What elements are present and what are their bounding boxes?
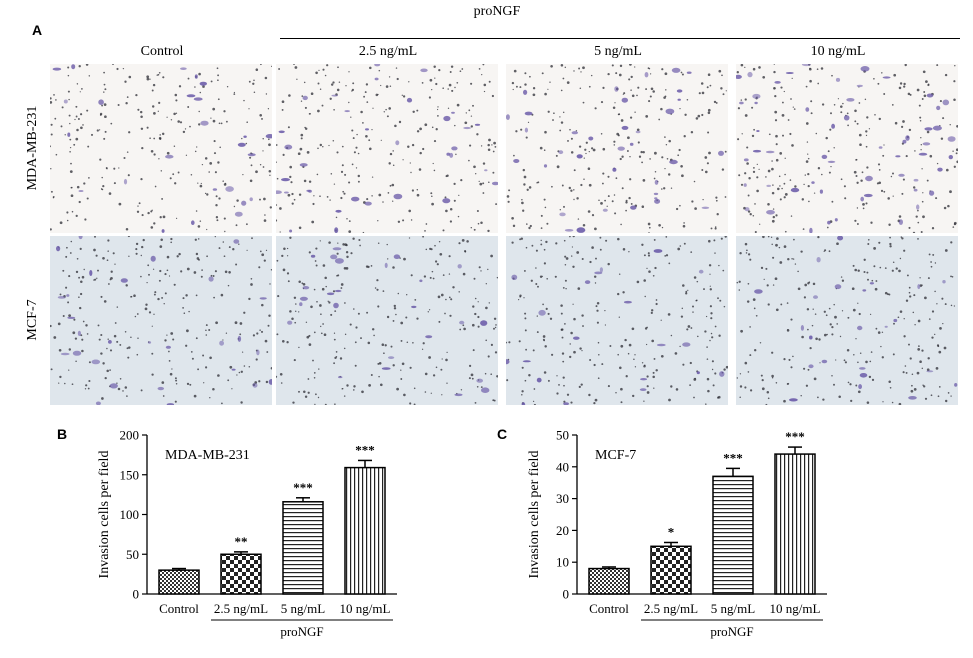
- panel-c-letter: C: [497, 426, 508, 442]
- category-label-3: 5 ng/mL: [711, 601, 755, 616]
- panel-a-letter: A: [32, 22, 43, 38]
- bar-2: [220, 553, 262, 595]
- micrograph-r2-c2: [276, 236, 498, 405]
- category-label-1: Control: [159, 601, 199, 616]
- chart-c: Invasion cells per field 0 10 20 30 40 50 MCF-7…: [527, 428, 827, 639]
- bar-3: [282, 501, 324, 595]
- y-axis-label: Invasion cells per field: [97, 451, 112, 579]
- significance-2: **: [235, 534, 248, 549]
- significance-3: ***: [723, 450, 743, 465]
- chart-title: MDA-MB-231: [165, 448, 250, 463]
- y-tick-label: 50: [556, 428, 569, 443]
- group-label: proNGF: [710, 624, 753, 639]
- bar-1: [158, 569, 200, 595]
- category-label-2: 2.5 ng/mL: [644, 601, 698, 616]
- micrograph-r2-c3: [506, 236, 728, 405]
- micrograph-r1-c4: [736, 64, 958, 233]
- significance-4: ***: [355, 442, 375, 457]
- micrograph-r2-c4: [736, 236, 958, 405]
- y-tick-label: 150: [120, 467, 140, 482]
- significance-3: ***: [293, 480, 313, 495]
- row-label-mda: MDA-MB-231: [25, 105, 40, 191]
- y-tick-label: 100: [120, 507, 140, 522]
- category-label-1: Control: [589, 601, 629, 616]
- y-tick-label: 0: [563, 587, 570, 602]
- y-tick-label: 20: [556, 523, 569, 538]
- y-tick-label: 40: [556, 459, 569, 474]
- category-label-2: 2.5 ng/mL: [214, 601, 268, 616]
- y-tick-label: 30: [556, 491, 569, 506]
- category-label-4: 10 ng/mL: [340, 601, 391, 616]
- bar-3: [712, 475, 754, 595]
- category-label-3: 5 ng/mL: [281, 601, 325, 616]
- micrograph-r2-c1: [50, 236, 272, 405]
- chart-b: Invasion cells per field 0 50 100 150 200 MDA-…: [97, 428, 397, 639]
- col-label-5: 5 ng/mL: [594, 44, 642, 59]
- chart-title: MCF-7: [595, 448, 636, 463]
- bar-4: [774, 453, 816, 595]
- col-label-10: 10 ng/mL: [810, 44, 866, 59]
- row-label-mcf7: MCF-7: [25, 299, 40, 341]
- category-label-4: 10 ng/mL: [770, 601, 821, 616]
- bar-2: [650, 545, 692, 595]
- group-label: proNGF: [280, 624, 323, 639]
- micrograph-r1-c3: [506, 64, 728, 233]
- panel-b-letter: B: [57, 426, 68, 442]
- bar-4: [344, 466, 386, 595]
- col-label-2-5: 2.5 ng/mL: [358, 44, 418, 59]
- col-label-control: Control: [140, 44, 184, 59]
- micrograph-r1-c1: [50, 64, 272, 233]
- bar-1: [588, 567, 630, 595]
- prongf-group-label: proNGF: [473, 4, 521, 19]
- significance-2: *: [668, 524, 675, 539]
- y-tick-label: 10: [556, 555, 569, 570]
- y-tick-label: 0: [133, 587, 140, 602]
- y-axis-label: Invasion cells per field: [527, 451, 542, 579]
- prongf-group-line: [280, 38, 960, 39]
- y-tick-label: 200: [120, 428, 140, 443]
- micrograph-r1-c2: [276, 64, 498, 233]
- y-tick-label: 50: [126, 547, 139, 562]
- significance-4: ***: [785, 429, 805, 444]
